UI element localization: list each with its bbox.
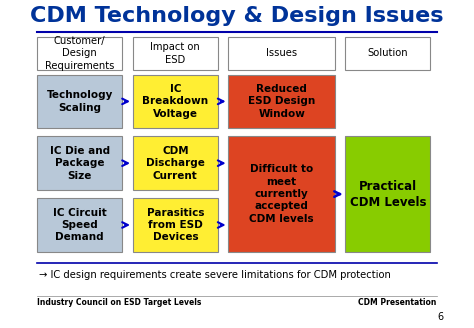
FancyBboxPatch shape xyxy=(133,74,218,128)
Text: Practical
CDM Levels: Practical CDM Levels xyxy=(350,180,426,209)
Text: IC Die and
Package
Size: IC Die and Package Size xyxy=(50,146,110,181)
Text: IC
Breakdown
Voltage: IC Breakdown Voltage xyxy=(142,84,209,119)
Text: CDM Presentation: CDM Presentation xyxy=(358,298,437,307)
FancyBboxPatch shape xyxy=(346,136,430,252)
FancyBboxPatch shape xyxy=(228,74,335,128)
Text: Technology
Scaling: Technology Scaling xyxy=(46,90,113,113)
Text: CDM
Discharge
Current: CDM Discharge Current xyxy=(146,146,205,181)
FancyBboxPatch shape xyxy=(37,74,122,128)
Text: Solution: Solution xyxy=(368,49,408,58)
Text: Issues: Issues xyxy=(266,49,297,58)
Text: IC Circuit
Speed
Demand: IC Circuit Speed Demand xyxy=(53,208,107,242)
FancyBboxPatch shape xyxy=(133,198,218,252)
Text: → IC design requirements create severe limitations for CDM protection: → IC design requirements create severe l… xyxy=(39,270,391,280)
FancyBboxPatch shape xyxy=(228,37,335,70)
Text: Industry Council on ESD Target Levels: Industry Council on ESD Target Levels xyxy=(37,298,201,307)
FancyBboxPatch shape xyxy=(37,37,122,70)
FancyBboxPatch shape xyxy=(133,37,218,70)
Text: Impact on
ESD: Impact on ESD xyxy=(150,42,200,65)
FancyBboxPatch shape xyxy=(37,198,122,252)
FancyBboxPatch shape xyxy=(228,136,335,252)
FancyBboxPatch shape xyxy=(133,136,218,190)
Text: Parasitics
from ESD
Devices: Parasitics from ESD Devices xyxy=(146,208,204,242)
Text: Difficult to
meet
currently
accepted
CDM levels: Difficult to meet currently accepted CDM… xyxy=(249,164,314,224)
FancyBboxPatch shape xyxy=(346,37,430,70)
Text: CDM Technology & Design Issues: CDM Technology & Design Issues xyxy=(30,6,444,26)
Text: Reduced
ESD Design
Window: Reduced ESD Design Window xyxy=(248,84,315,119)
Text: Customer/
Design
Requirements: Customer/ Design Requirements xyxy=(45,36,114,71)
Text: 6: 6 xyxy=(437,312,443,322)
FancyBboxPatch shape xyxy=(37,136,122,190)
